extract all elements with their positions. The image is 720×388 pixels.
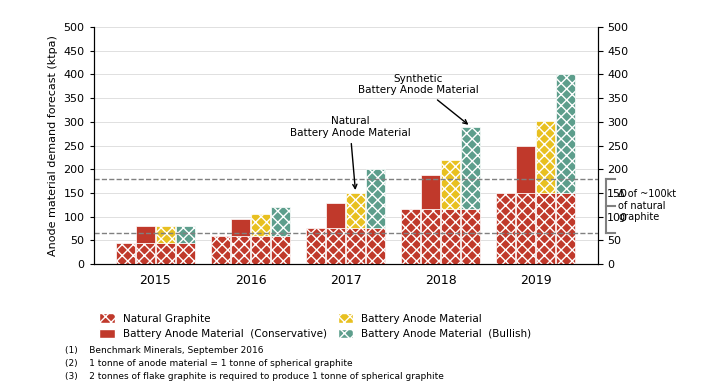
Bar [271,236,290,264]
Bar [536,121,555,193]
Text: Δ of ~100kt
of natural
graphite: Δ of ~100kt of natural graphite [618,189,677,222]
Bar [116,242,135,264]
Bar [557,193,575,264]
Y-axis label: Anode material demand forecast (ktpa): Anode material demand forecast (ktpa) [48,35,58,256]
Bar [326,203,345,228]
Bar [251,236,270,264]
Bar [176,242,195,264]
Bar [461,126,480,210]
Bar [366,228,385,264]
Text: (1)    Benchmark Minerals, September 2016: (1) Benchmark Minerals, September 2016 [65,346,264,355]
Bar [346,228,365,264]
Bar [326,228,345,264]
Bar [251,214,270,236]
Legend: Natural Graphite, Battery Anode Material  (Conservative), Battery Anode Material: Natural Graphite, Battery Anode Material… [95,309,536,343]
Bar [557,74,575,193]
Bar [401,210,420,264]
Text: Synthetic
Battery Anode Material: Synthetic Battery Anode Material [358,74,479,124]
Bar [461,210,480,264]
Bar [306,228,325,264]
Bar [346,193,365,228]
Bar [231,236,250,264]
Text: (3)    2 tonnes of flake graphite is required to produce 1 tonne of spherical gr: (3) 2 tonnes of flake graphite is requir… [65,372,444,381]
Text: Natural
Battery Anode Material: Natural Battery Anode Material [289,116,410,189]
Bar [441,210,460,264]
Bar [231,219,250,236]
Bar [271,207,290,236]
Bar [366,169,385,228]
Bar [211,236,230,264]
Bar [421,210,440,264]
Bar [441,160,460,210]
Bar [536,193,555,264]
Bar [136,226,155,242]
Bar [421,175,440,210]
Bar [156,242,175,264]
Bar [176,226,195,242]
Bar [136,242,155,264]
Bar [156,226,175,242]
Bar [516,146,535,193]
Bar [516,193,535,264]
Bar [496,193,516,264]
Text: (2)    1 tonne of anode material = 1 tonne of spherical graphite: (2) 1 tonne of anode material = 1 tonne … [65,359,352,368]
